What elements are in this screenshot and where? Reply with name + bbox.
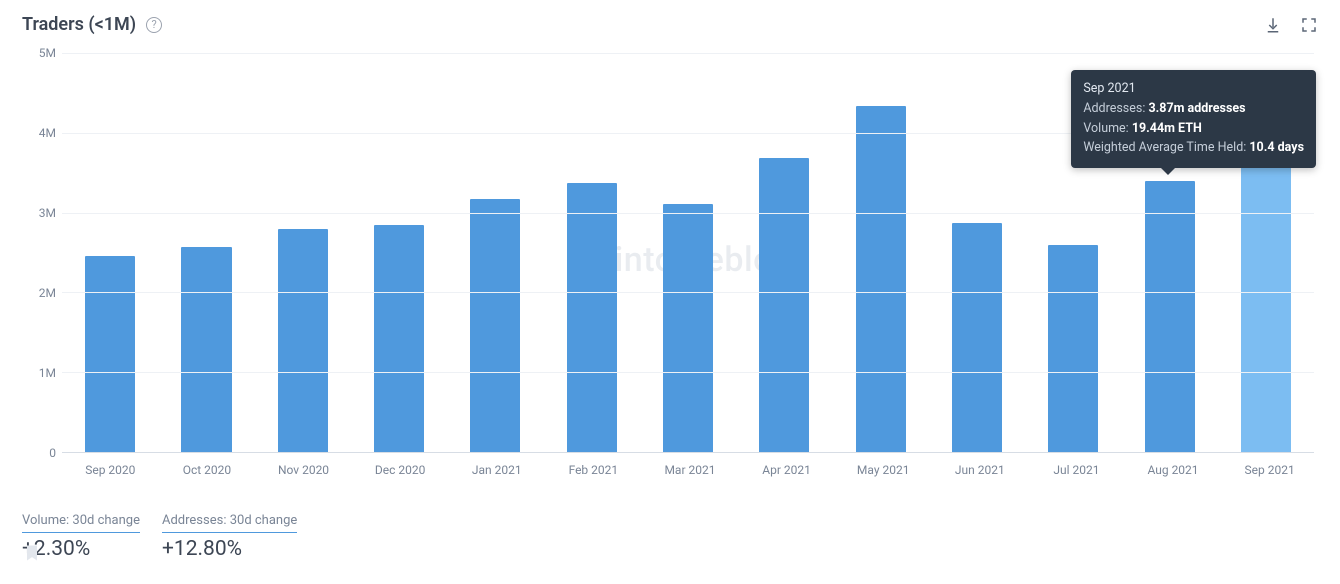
bookmark-icon[interactable] xyxy=(22,543,42,567)
x-tick-label: Nov 2020 xyxy=(255,453,352,477)
x-tick-label: Sep 2020 xyxy=(62,453,159,477)
bar-slot xyxy=(255,53,351,452)
x-tick-label: Dec 2020 xyxy=(352,453,449,477)
bar-slot xyxy=(351,53,447,452)
bar[interactable] xyxy=(1241,143,1291,452)
x-tick-label: Oct 2020 xyxy=(159,453,256,477)
x-tick-label: Jan 2021 xyxy=(448,453,545,477)
bar[interactable] xyxy=(278,229,328,452)
bar-slot xyxy=(640,53,736,452)
chart-card: Traders (<1M) ? 01M2M3M4M5M intotheblock… xyxy=(0,0,1340,573)
bar[interactable] xyxy=(567,183,617,452)
tooltip-row-value: 19.44m ETH xyxy=(1132,121,1202,136)
y-tick-label: 1M xyxy=(39,366,56,380)
x-tick-label: Mar 2021 xyxy=(642,453,739,477)
x-tick-label: May 2021 xyxy=(835,453,932,477)
tooltip-row: Volume: 19.44m ETH xyxy=(1083,119,1304,138)
bar[interactable] xyxy=(952,223,1002,452)
tooltip-row: Addresses: 3.87m addresses xyxy=(1083,99,1304,118)
stat-addresses-change: Addresses: 30d change +12.80% xyxy=(162,513,297,561)
chart-tooltip: Sep 2021 Addresses: 3.87m addressesVolum… xyxy=(1071,70,1316,168)
download-icon[interactable] xyxy=(1264,16,1282,34)
fullscreen-icon[interactable] xyxy=(1300,16,1318,34)
bar[interactable] xyxy=(85,256,135,452)
y-tick-label: 4M xyxy=(39,126,56,140)
tooltip-row-label: Addresses: xyxy=(1083,101,1148,116)
bar[interactable] xyxy=(374,225,424,452)
tooltip-row-label: Weighted Average Time Held: xyxy=(1083,140,1249,155)
bar[interactable] xyxy=(856,106,906,452)
grid-line xyxy=(62,372,1314,373)
card-footer: Volume: 30d change +2.30% Addresses: 30d… xyxy=(22,513,1318,561)
bar-slot xyxy=(62,53,158,452)
help-icon[interactable]: ? xyxy=(146,17,162,33)
bar-slot xyxy=(833,53,929,452)
x-tick-label: Jun 2021 xyxy=(931,453,1028,477)
stat-value: +12.80% xyxy=(162,537,297,561)
grid-line xyxy=(62,213,1314,214)
y-tick-label: 2M xyxy=(39,286,56,300)
x-tick-label: Jul 2021 xyxy=(1028,453,1125,477)
y-tick-label: 5M xyxy=(39,46,56,60)
stat-label: Addresses: 30d change xyxy=(162,513,297,533)
x-tick-label: Feb 2021 xyxy=(545,453,642,477)
y-tick-label: 3M xyxy=(39,206,56,220)
bar[interactable] xyxy=(470,199,520,452)
stat-label: Volume: 30d change xyxy=(22,513,140,533)
chart-title: Traders (<1M) xyxy=(22,14,136,35)
bar[interactable] xyxy=(663,204,713,452)
y-tick-label: 0 xyxy=(49,446,56,460)
x-tick-label: Apr 2021 xyxy=(738,453,835,477)
bar-slot xyxy=(736,53,832,452)
tooltip-row-value: 10.4 days xyxy=(1249,140,1304,155)
tooltip-row: Weighted Average Time Held: 10.4 days xyxy=(1083,138,1304,157)
bar[interactable] xyxy=(759,158,809,452)
bar[interactable] xyxy=(181,247,231,452)
bar-slot xyxy=(929,53,1025,452)
card-actions xyxy=(1264,16,1318,34)
card-header: Traders (<1M) ? xyxy=(22,14,1318,35)
x-tick-label: Sep 2021 xyxy=(1221,453,1318,477)
bar[interactable] xyxy=(1048,245,1098,452)
bar-slot xyxy=(158,53,254,452)
tooltip-date: Sep 2021 xyxy=(1083,79,1304,98)
x-tick-label: Aug 2021 xyxy=(1125,453,1222,477)
bar[interactable] xyxy=(1145,181,1195,452)
tooltip-arrow xyxy=(1161,168,1175,175)
x-axis: Sep 2020Oct 2020Nov 2020Dec 2020Jan 2021… xyxy=(62,453,1318,477)
grid-line xyxy=(62,53,1314,54)
y-axis: 01M2M3M4M5M xyxy=(22,53,62,453)
bar-slot xyxy=(544,53,640,452)
tooltip-row-value: 3.87m addresses xyxy=(1148,101,1245,116)
bar-slot xyxy=(447,53,543,452)
title-wrap: Traders (<1M) ? xyxy=(22,14,162,35)
tooltip-row-label: Volume: xyxy=(1083,121,1131,136)
grid-line xyxy=(62,292,1314,293)
